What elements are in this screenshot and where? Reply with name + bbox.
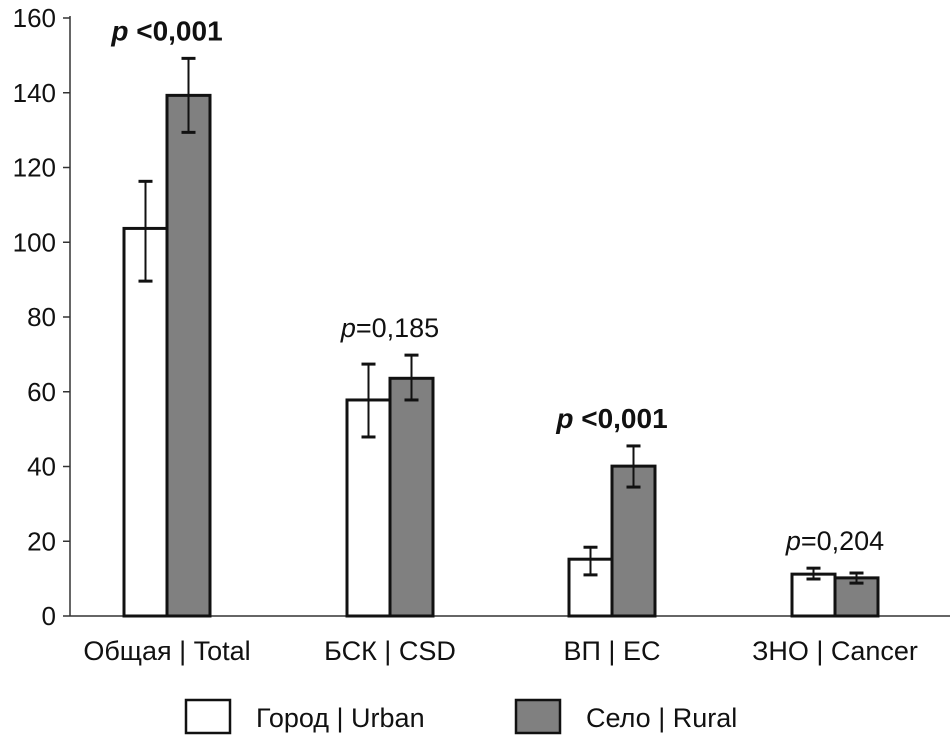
p-value-annotation: p=0,204 [785,526,884,556]
legend-swatch-rural [514,698,562,735]
y-tick-label: 20 [27,526,56,556]
legend-swatch-urban [184,698,232,735]
y-tick-label: 120 [13,153,56,183]
bars [122,56,880,618]
y-tick-label: 100 [13,227,56,257]
bar-urban [122,226,169,618]
y-tick-label: 160 [13,3,56,33]
x-tick-label: Общая | Total [83,636,250,666]
y-tick-label: 140 [13,78,56,108]
y-tick-label: 0 [42,601,56,631]
y-tick-label: 80 [27,302,56,332]
y-tick-label: 60 [27,377,56,407]
p-value: <0,001 [128,15,222,46]
p-symbol: p [555,403,573,434]
p-symbol: p [340,313,356,343]
p-value: =0,204 [801,526,884,556]
legend-label: Город | Urban [256,703,425,733]
x-tick-label: БСК | CSD [324,636,456,666]
p-value-annotation: p <0,001 [555,403,667,434]
p-symbol: p [785,526,801,556]
legend-label: Село | Rural [586,703,737,733]
y-tick-label: 40 [27,452,56,482]
p-value: =0,185 [356,313,439,343]
p-value-annotation: p <0,001 [110,15,222,46]
p-value-annotation: p=0,185 [340,313,439,343]
legend: Город | Urban Село | Rural [184,698,737,735]
axes: 0 20 40 60 80 100 120 140 160 [13,3,950,631]
x-tick-label: ВП | EC [564,636,661,666]
bar-rural [165,93,212,618]
p-symbol: p [110,15,128,46]
x-tick-label: ЗНО | Cancer [752,636,918,666]
p-value: <0,001 [573,403,667,434]
bar-rural [388,376,435,618]
bar-rural [610,464,657,618]
